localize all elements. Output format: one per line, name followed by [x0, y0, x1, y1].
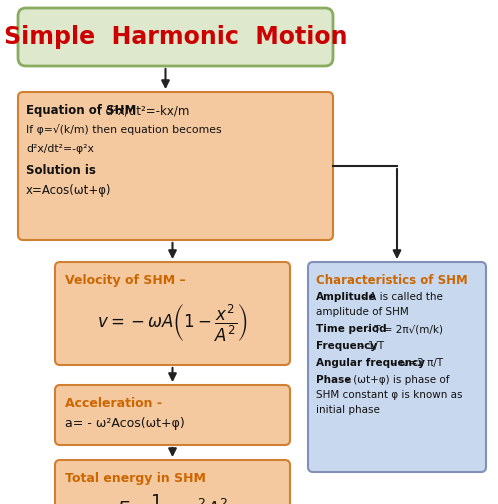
FancyBboxPatch shape [55, 385, 290, 445]
FancyBboxPatch shape [18, 92, 333, 240]
Text: Acceleration -: Acceleration - [65, 397, 162, 410]
Text: Amplitude: Amplitude [316, 292, 376, 302]
Text: – 1/T: – 1/T [356, 341, 384, 351]
Text: a= - ω²Acos(ωt+φ): a= - ω²Acos(ωt+φ) [65, 417, 185, 430]
Text: Solution is: Solution is [26, 164, 96, 177]
Text: Angular frequency: Angular frequency [316, 358, 425, 368]
Text: Equation of SHM: Equation of SHM [26, 104, 136, 117]
Text: - T = 2π√(m/k): - T = 2π√(m/k) [364, 324, 443, 334]
Text: amplitude of SHM: amplitude of SHM [316, 307, 409, 317]
Text: Velocity of SHM –: Velocity of SHM – [65, 274, 186, 287]
Text: Characteristics of SHM: Characteristics of SHM [316, 274, 468, 287]
Text: : d²x/dt²=-kx/m: : d²x/dt²=-kx/m [94, 104, 189, 117]
Text: initial phase: initial phase [316, 405, 380, 415]
Text: Time period: Time period [316, 324, 386, 334]
Text: Frequency: Frequency [316, 341, 377, 351]
Text: – ω=2 π/T: – ω=2 π/T [388, 358, 443, 368]
Text: $\mathit{E} = \dfrac{1}{2}m\omega^2 A^2$: $\mathit{E} = \dfrac{1}{2}m\omega^2 A^2$ [117, 492, 228, 504]
Text: Simple  Harmonic  Motion: Simple Harmonic Motion [4, 25, 347, 49]
Text: Phase: Phase [316, 375, 352, 385]
FancyBboxPatch shape [55, 460, 290, 504]
Text: $\mathit{v} = -\omega A\left(1 - \dfrac{x^2}{A^2}\right)$: $\mathit{v} = -\omega A\left(1 - \dfrac{… [97, 303, 248, 344]
FancyBboxPatch shape [55, 262, 290, 365]
Text: Total energy in SHM: Total energy in SHM [65, 472, 206, 485]
FancyBboxPatch shape [18, 8, 333, 66]
Text: If φ=√(k/m) then equation becomes: If φ=√(k/m) then equation becomes [26, 124, 222, 135]
Text: - (ωt+φ) is phase of: - (ωt+φ) is phase of [343, 375, 450, 385]
FancyBboxPatch shape [308, 262, 486, 472]
Text: - A is called the: - A is called the [359, 292, 443, 302]
Text: d²x/dt²=-φ²x: d²x/dt²=-φ²x [26, 144, 94, 154]
Text: x=Acos(ωt+φ): x=Acos(ωt+φ) [26, 184, 112, 197]
Text: SHM constant φ is known as: SHM constant φ is known as [316, 390, 463, 400]
